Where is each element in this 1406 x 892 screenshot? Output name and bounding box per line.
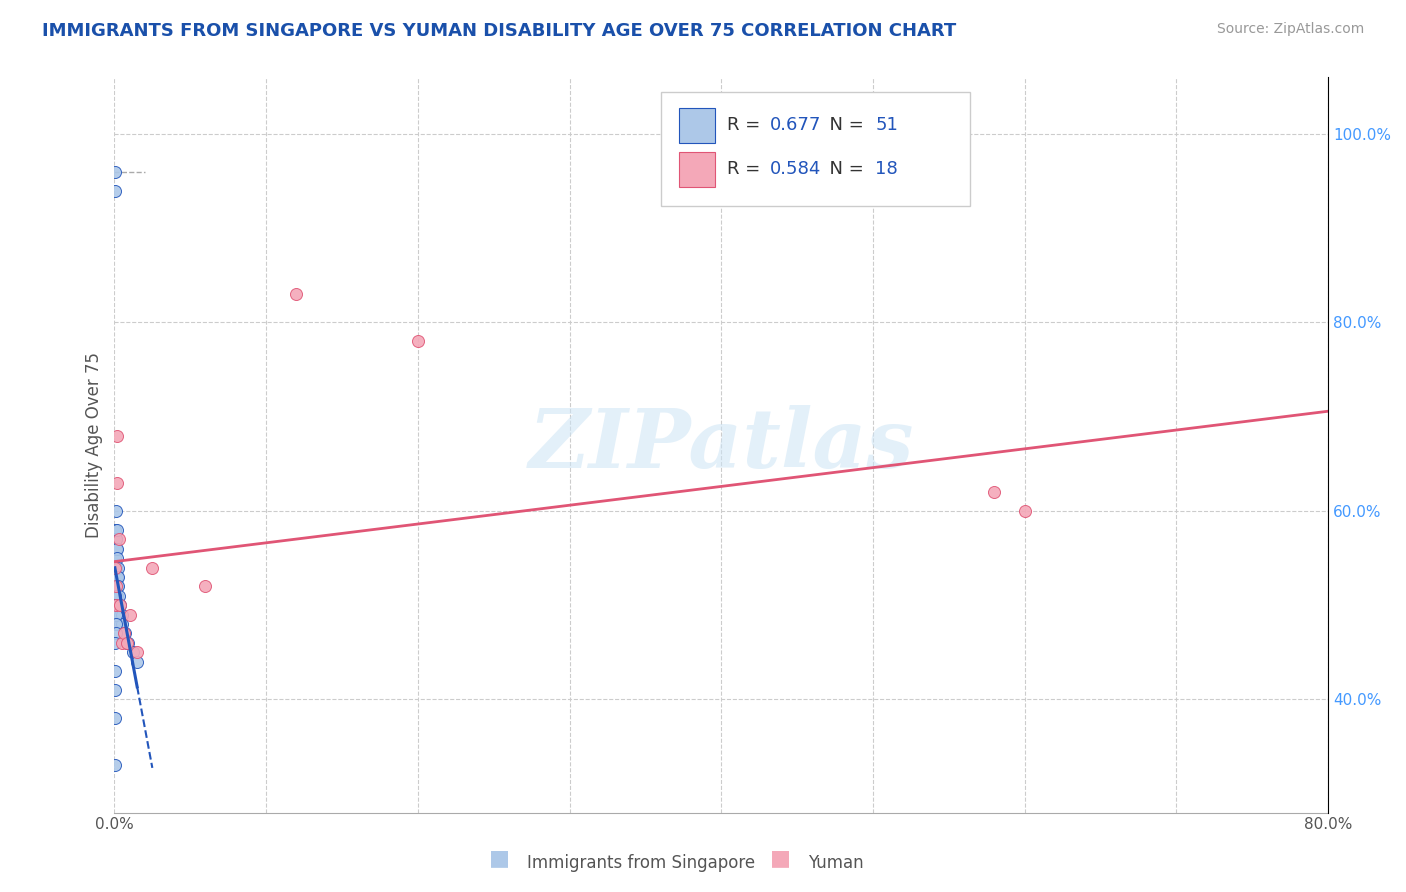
Point <box>104 636 127 650</box>
Point <box>105 579 128 593</box>
Point <box>104 560 127 574</box>
Point <box>114 626 136 640</box>
Point <box>104 504 127 518</box>
Point <box>127 645 149 659</box>
Point <box>406 334 429 349</box>
Point <box>104 533 127 547</box>
Text: Immigrants from Singapore: Immigrants from Singapore <box>527 855 755 872</box>
Text: ■: ■ <box>489 848 509 868</box>
Point <box>121 645 143 659</box>
Point <box>107 579 129 593</box>
Text: 0.677: 0.677 <box>770 116 821 134</box>
Point <box>104 164 127 178</box>
Point <box>105 541 128 556</box>
Point <box>104 683 127 698</box>
Point <box>104 570 127 584</box>
Text: R =: R = <box>727 116 766 134</box>
Point <box>110 598 132 612</box>
Point <box>111 607 134 622</box>
Point <box>127 655 149 669</box>
Point <box>141 560 163 574</box>
Point <box>115 636 138 650</box>
Text: R =: R = <box>727 161 766 178</box>
Point <box>105 533 128 547</box>
Point <box>108 607 131 622</box>
Point <box>983 485 1005 500</box>
Point <box>104 598 127 612</box>
Point <box>104 598 127 612</box>
Point <box>107 579 129 593</box>
Text: N =: N = <box>818 161 870 178</box>
Point <box>104 551 127 566</box>
Point <box>104 711 127 725</box>
Point <box>104 598 127 612</box>
Point <box>104 523 127 537</box>
Point <box>104 570 127 584</box>
Point <box>104 664 127 678</box>
Point <box>105 589 128 603</box>
Point <box>105 570 128 584</box>
Point <box>105 560 128 574</box>
Text: Yuman: Yuman <box>808 855 865 872</box>
Point <box>118 607 141 622</box>
Point <box>115 636 138 650</box>
Text: 51: 51 <box>876 116 898 134</box>
Point <box>104 589 127 603</box>
Text: 18: 18 <box>876 161 898 178</box>
Point <box>107 551 129 566</box>
Point <box>105 523 128 537</box>
Point <box>108 598 131 612</box>
Point <box>1014 504 1036 518</box>
Y-axis label: Disability Age Over 75: Disability Age Over 75 <box>86 352 103 538</box>
Point <box>110 617 132 632</box>
Point <box>104 184 127 198</box>
Point <box>104 579 127 593</box>
Text: N =: N = <box>818 116 870 134</box>
Point <box>104 617 127 632</box>
Point <box>107 570 129 584</box>
Point <box>105 570 128 584</box>
Point <box>104 598 127 612</box>
Point <box>108 533 131 547</box>
Point <box>105 428 128 442</box>
Text: IMMIGRANTS FROM SINGAPORE VS YUMAN DISABILITY AGE OVER 75 CORRELATION CHART: IMMIGRANTS FROM SINGAPORE VS YUMAN DISAB… <box>42 22 956 40</box>
Point <box>111 636 134 650</box>
Point <box>104 560 127 574</box>
Text: ZIPatlas: ZIPatlas <box>529 405 914 485</box>
Point <box>104 589 127 603</box>
FancyBboxPatch shape <box>679 108 716 143</box>
Text: ■: ■ <box>770 848 790 868</box>
Point <box>112 626 135 640</box>
Point <box>104 579 127 593</box>
FancyBboxPatch shape <box>661 92 970 206</box>
Point <box>104 626 127 640</box>
Point <box>110 598 132 612</box>
Point <box>112 626 135 640</box>
Point <box>108 589 131 603</box>
Point <box>111 617 134 632</box>
Text: 0.584: 0.584 <box>770 161 821 178</box>
Point <box>194 579 217 593</box>
Point <box>107 560 129 574</box>
Point <box>107 475 129 490</box>
Point <box>104 758 127 772</box>
FancyBboxPatch shape <box>679 152 716 187</box>
Point <box>285 287 308 301</box>
Point <box>104 579 127 593</box>
Point <box>105 541 128 556</box>
Point <box>104 607 127 622</box>
Text: Source: ZipAtlas.com: Source: ZipAtlas.com <box>1216 22 1364 37</box>
Point <box>117 636 139 650</box>
